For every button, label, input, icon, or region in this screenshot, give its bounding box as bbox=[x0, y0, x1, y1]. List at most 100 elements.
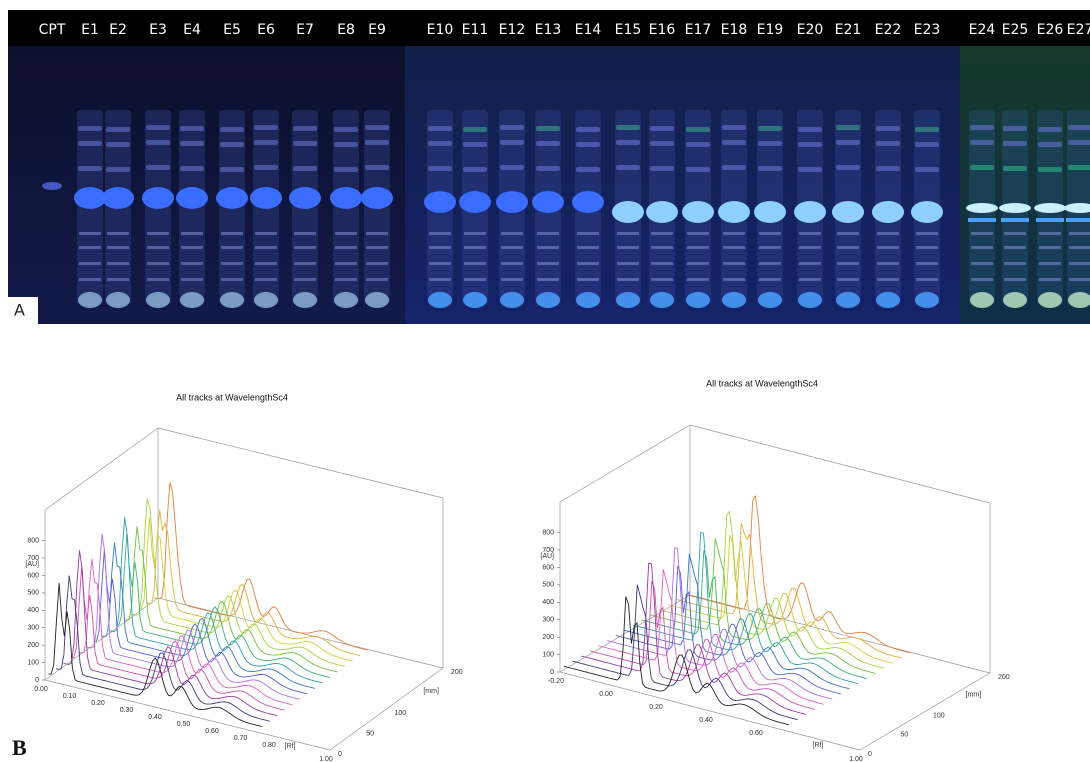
main-band bbox=[1034, 203, 1066, 213]
origin-spot bbox=[616, 292, 640, 308]
band bbox=[877, 278, 899, 281]
band bbox=[1066, 218, 1090, 222]
origin-spot bbox=[876, 292, 900, 308]
band bbox=[106, 142, 130, 147]
lane-label: E22 bbox=[875, 22, 902, 38]
band bbox=[293, 126, 317, 131]
main-band bbox=[289, 187, 321, 209]
band bbox=[722, 165, 746, 170]
y-tick-label: 400 bbox=[542, 599, 554, 606]
origin-spot bbox=[686, 292, 710, 308]
plot-title: All tracks at WavelengthSc4 bbox=[176, 392, 288, 402]
lane-label: E20 bbox=[797, 22, 824, 38]
x-tick-label: 0.60 bbox=[749, 730, 763, 737]
band bbox=[254, 165, 278, 170]
band bbox=[181, 246, 203, 249]
band bbox=[722, 125, 746, 130]
track-trace bbox=[598, 569, 824, 705]
band bbox=[366, 232, 388, 235]
band bbox=[255, 232, 277, 235]
lane-labels: CPT E1 E2 E3 E4 E5 E6 E7 E8 E9 E10 E11 E12 E13 E14 E15 E… bbox=[39, 22, 1090, 38]
band bbox=[294, 232, 316, 235]
band bbox=[335, 278, 357, 281]
main-band bbox=[330, 187, 362, 209]
main-band bbox=[142, 187, 174, 209]
band bbox=[686, 127, 710, 132]
track-trace bbox=[85, 533, 300, 700]
band bbox=[577, 278, 599, 281]
band bbox=[723, 278, 745, 281]
origin-spot bbox=[106, 292, 130, 308]
track-trace bbox=[615, 565, 842, 695]
origin-spot bbox=[78, 292, 102, 308]
z-tick-label: 0 bbox=[338, 751, 342, 758]
band bbox=[79, 262, 101, 265]
band bbox=[1036, 218, 1064, 222]
main-band bbox=[646, 201, 678, 223]
x-tick-label: 0.40 bbox=[699, 717, 713, 724]
band bbox=[1039, 232, 1061, 235]
band bbox=[255, 246, 277, 249]
main-band bbox=[176, 187, 208, 209]
track-trace bbox=[131, 498, 346, 667]
track-trace bbox=[563, 596, 790, 726]
band bbox=[687, 262, 709, 265]
band bbox=[220, 127, 244, 132]
main-band bbox=[682, 201, 714, 223]
band bbox=[616, 125, 640, 130]
track-trace bbox=[572, 584, 798, 721]
band bbox=[970, 140, 994, 145]
track-trace bbox=[641, 550, 868, 680]
main-band bbox=[572, 191, 604, 213]
x-axis-label: [Rf] bbox=[813, 742, 824, 749]
band bbox=[1069, 262, 1090, 265]
band bbox=[365, 125, 389, 130]
origin-spot bbox=[463, 292, 487, 308]
band bbox=[180, 141, 204, 146]
lane-label: E12 bbox=[499, 22, 526, 38]
z-tick-label: 200 bbox=[998, 674, 1010, 681]
band bbox=[916, 246, 938, 249]
y-tick-label: 600 bbox=[542, 564, 554, 571]
x-tick-label: 0.30 bbox=[120, 707, 134, 714]
x-tick-label: 0.10 bbox=[63, 693, 77, 700]
track-trace bbox=[48, 582, 263, 728]
lane-label: E19 bbox=[757, 22, 784, 38]
origin-spot bbox=[1068, 292, 1090, 308]
band bbox=[366, 278, 388, 281]
origin-spot bbox=[254, 292, 278, 308]
band bbox=[501, 278, 523, 281]
plate-section bbox=[8, 46, 405, 324]
band bbox=[1003, 141, 1027, 146]
lane-label: E3 bbox=[149, 22, 167, 38]
band bbox=[334, 127, 358, 132]
band bbox=[759, 232, 781, 235]
band bbox=[147, 232, 169, 235]
band bbox=[335, 262, 357, 265]
main-band bbox=[102, 187, 134, 209]
band bbox=[687, 232, 709, 235]
band bbox=[181, 232, 203, 235]
band bbox=[1003, 166, 1027, 171]
origin-spot bbox=[180, 292, 204, 308]
band bbox=[255, 278, 277, 281]
band bbox=[1069, 278, 1090, 281]
band bbox=[428, 141, 452, 146]
panel-a: CPT E1 E2 E3 E4 E5 E6 E7 E8 E9 E10 E11 E12 E13 E14 E15 E… bbox=[8, 10, 1090, 324]
band bbox=[335, 232, 357, 235]
lane-label: E23 bbox=[914, 22, 941, 38]
main-band bbox=[216, 187, 248, 209]
main-band bbox=[361, 187, 393, 209]
origin-spot bbox=[365, 292, 389, 308]
lane-label: E27 bbox=[1067, 22, 1090, 38]
band bbox=[1068, 125, 1090, 130]
band bbox=[877, 246, 899, 249]
band bbox=[916, 232, 938, 235]
band bbox=[968, 218, 996, 222]
band bbox=[1038, 142, 1062, 147]
track-trace bbox=[108, 517, 323, 684]
band bbox=[836, 140, 860, 145]
band bbox=[837, 262, 859, 265]
track-trace bbox=[78, 559, 293, 706]
track-trace bbox=[123, 526, 338, 673]
